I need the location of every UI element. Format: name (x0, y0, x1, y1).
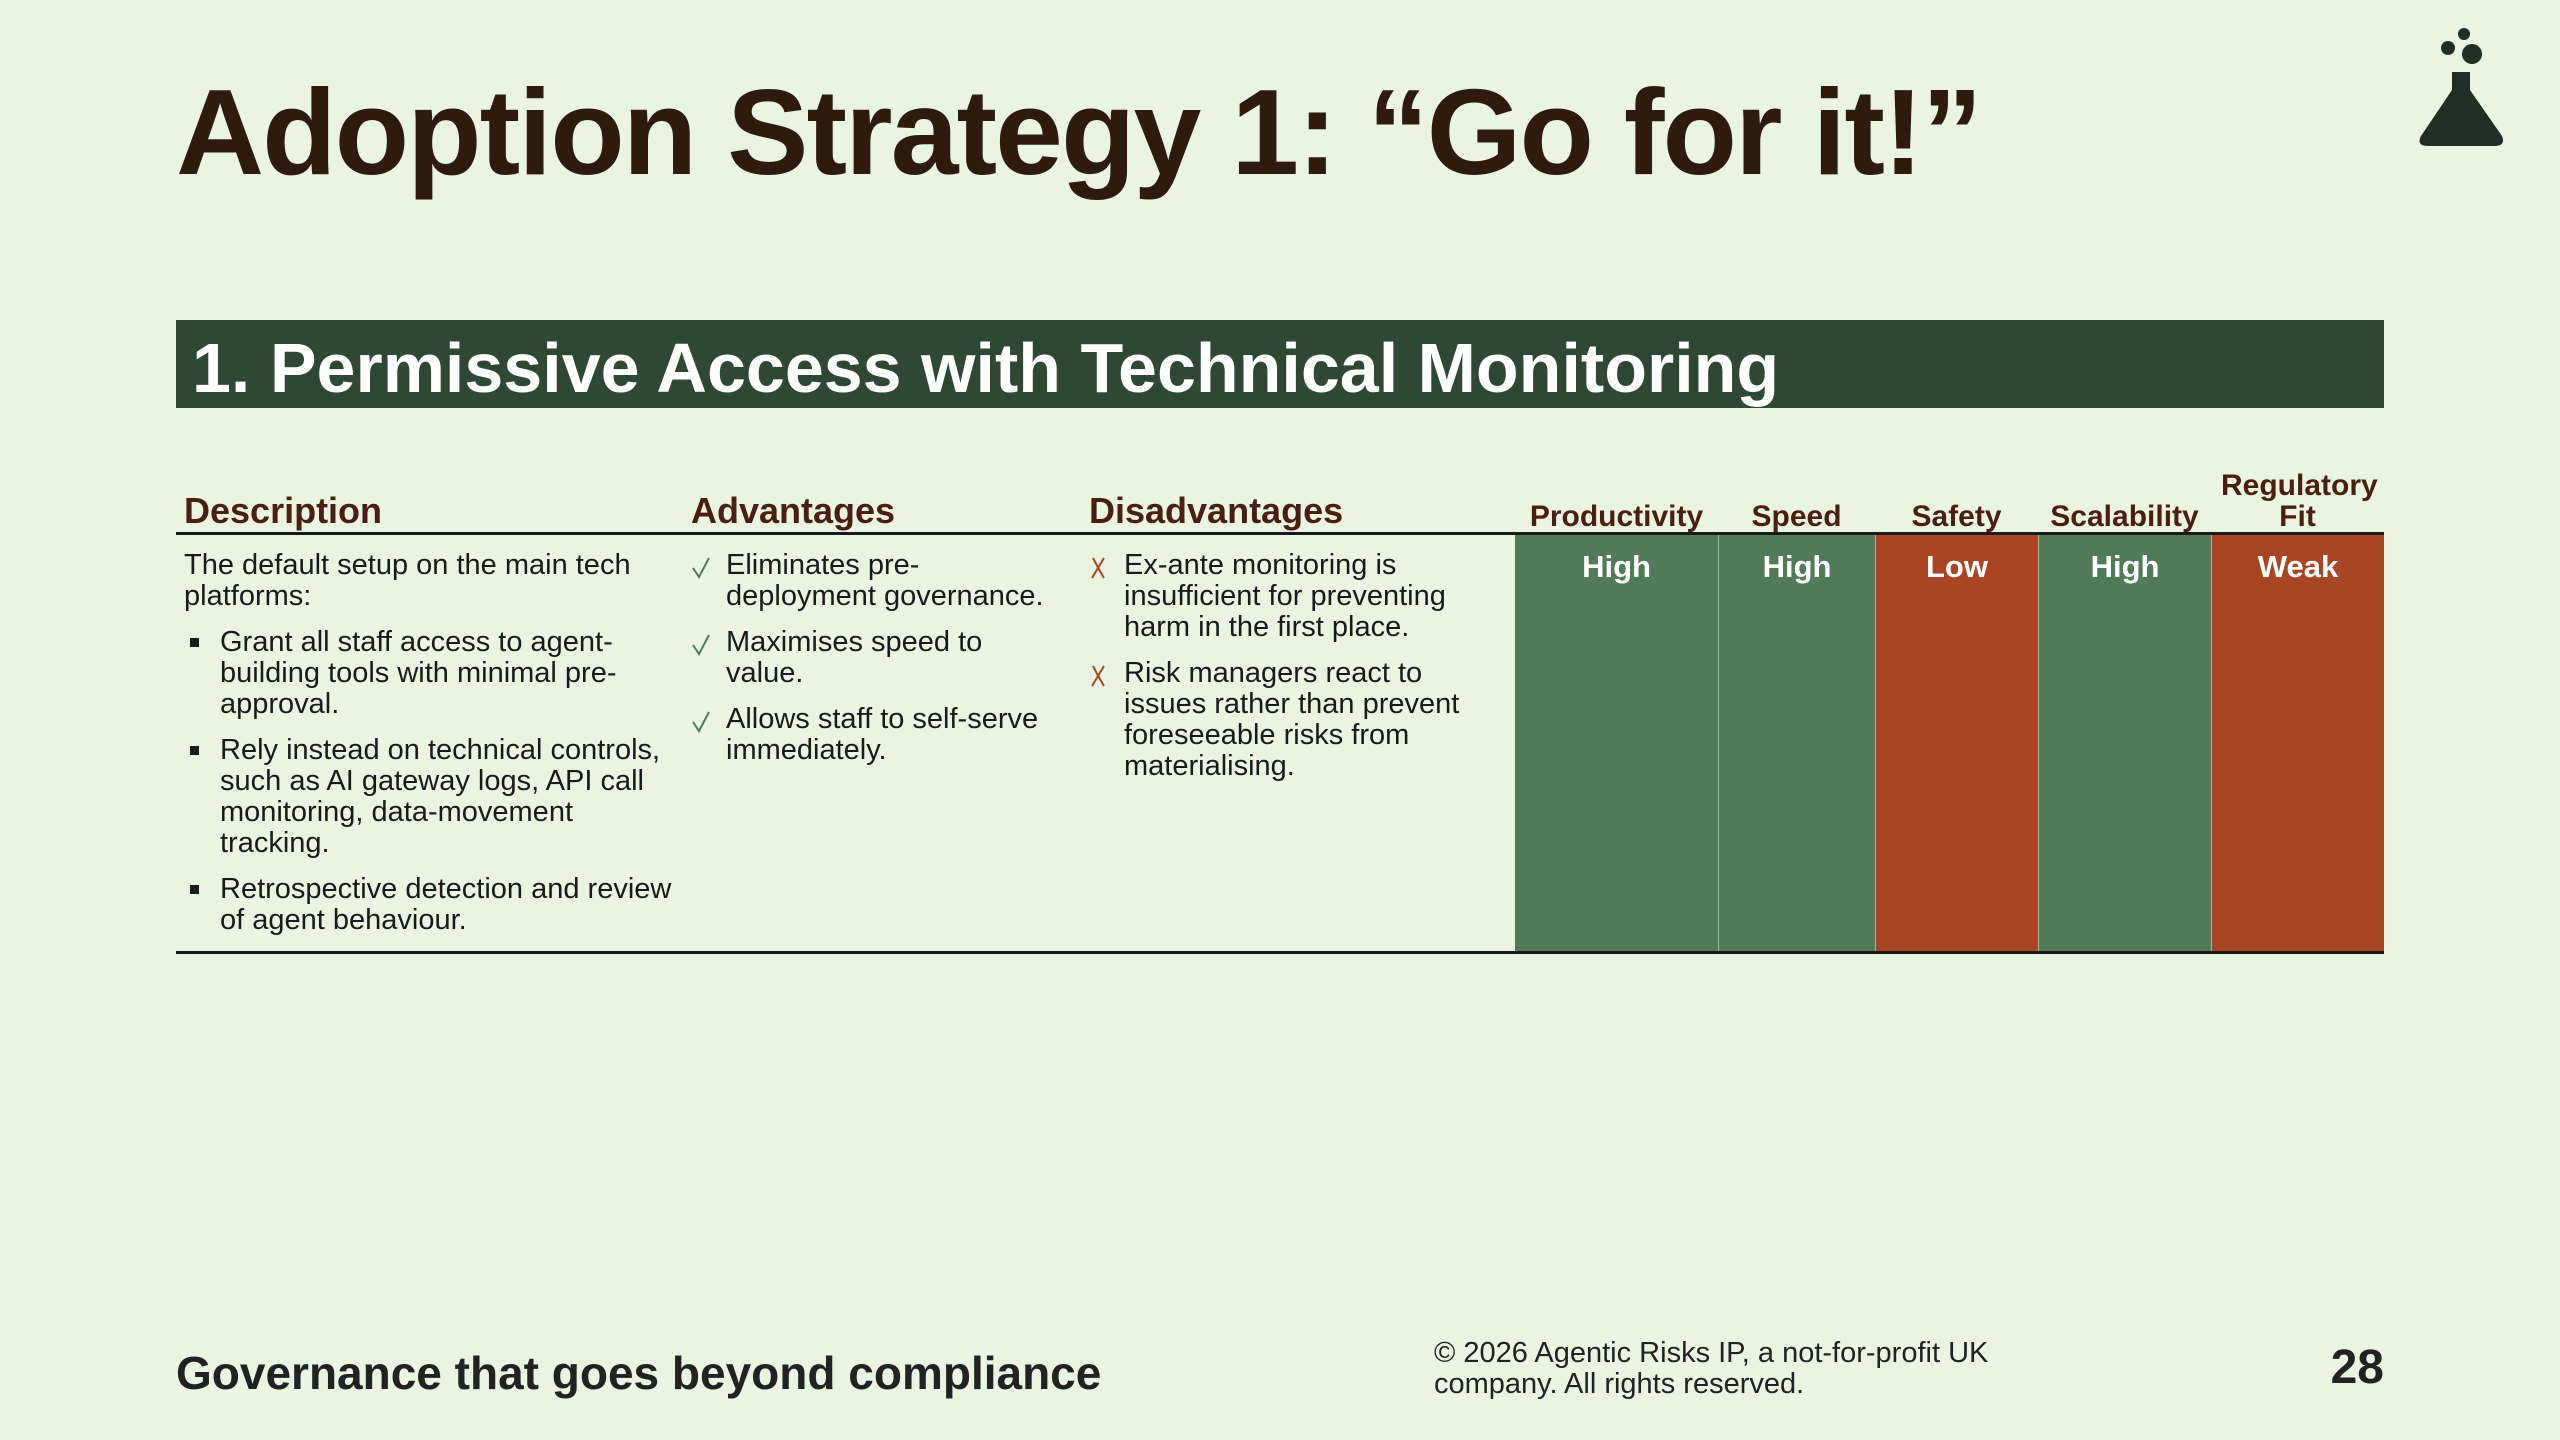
logo (2419, 28, 2503, 146)
rating-cell: High (1718, 535, 1875, 951)
rating-cell: Low (1875, 535, 2038, 951)
table-rule (176, 951, 2384, 954)
disadvantages: Ex-ante monitoring is insufficient for p… (1088, 550, 1508, 797)
disadvantage-item: Risk managers react to issues rather tha… (1088, 658, 1508, 782)
rating-cell: High (1515, 535, 1718, 951)
advantage-text: Eliminates pre-deployment governance. (726, 549, 1044, 612)
bullet-item: Retrospective detection and review of ag… (184, 874, 674, 936)
column-header: Disadvantages (1089, 490, 1344, 531)
disadvantage-text: Risk managers react to issues rather tha… (1124, 657, 1460, 782)
description: The default setup on the main tech platf… (184, 550, 674, 936)
advantage-item: Allows staff to self-serve immediately. (690, 704, 1050, 766)
tagline: Governance that goes beyond compliance (176, 1347, 1102, 1399)
advantage-item: Eliminates pre-deployment governance. (690, 550, 1050, 612)
advantage-text: Allows staff to self-serve immediately. (726, 703, 1039, 766)
bullet-list: Grant all staff access to agent-building… (184, 627, 674, 936)
disadvantage-item: Ex-ante monitoring is insufficient for p… (1088, 550, 1508, 643)
section-title: 1. Permissive Access with Technical Moni… (192, 329, 1780, 407)
column-header: Safety (1911, 500, 2002, 533)
check-icon (692, 634, 710, 656)
column-header: Productivity (1529, 500, 1704, 533)
check-icon (692, 557, 710, 579)
advantage-list: Eliminates pre-deployment governance. Max… (690, 550, 1050, 766)
section-bar: 1. Permissive Access with Technical Moni… (176, 320, 2384, 408)
check-icon (692, 711, 710, 733)
rating-cell: Weak (2211, 535, 2384, 951)
bullet-item: Rely instead on technical controls, such… (184, 735, 674, 859)
column-header: Description (184, 490, 383, 531)
disadvantage-list: Ex-ante monitoring is insufficient for p… (1088, 550, 1508, 782)
column-header: Speed (1751, 500, 1842, 533)
disadvantage-text: Ex-ante monitoring is insufficient for p… (1124, 549, 1446, 643)
bullet-item: Grant all staff access to agent-building… (184, 627, 674, 720)
copyright: © 2026 Agentic Risks IP, a not-for-profi… (1434, 1337, 1989, 1400)
table-rule (176, 532, 2384, 535)
rating-cell: High (2038, 535, 2211, 951)
cross-icon (1091, 557, 1105, 579)
page-number: 28 (2330, 1341, 2384, 1394)
slide-title: Adoption Strategy 1: “Go for it!” (176, 64, 1983, 200)
advantage-text: Maximises speed to value. (726, 626, 983, 689)
advantages: Eliminates pre-deployment governance. Max… (690, 550, 1050, 781)
column-header: Regulatory Fit (2221, 469, 2378, 533)
description-intro: The default setup on the main tech platf… (184, 549, 631, 612)
column-header: Scalability (2050, 500, 2199, 533)
column-header: Advantages (691, 490, 896, 531)
advantage-item: Maximises speed to value. (690, 627, 1050, 689)
cross-icon (1091, 665, 1105, 687)
